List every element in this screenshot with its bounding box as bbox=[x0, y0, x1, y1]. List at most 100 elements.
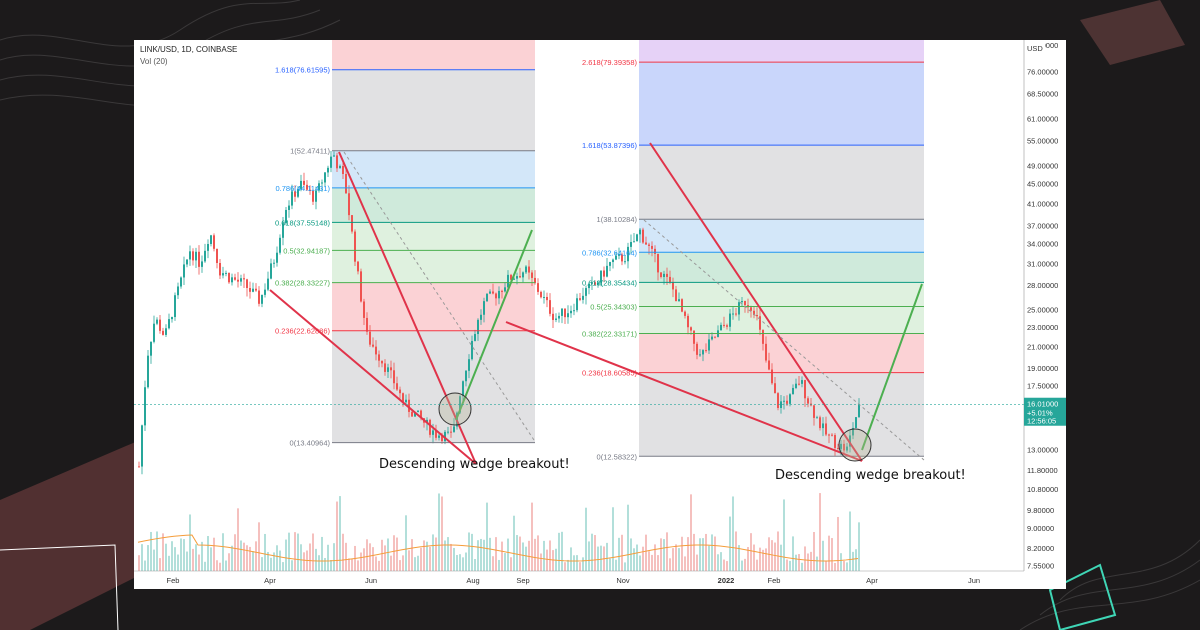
volume-bar bbox=[381, 539, 383, 571]
volume-bar bbox=[666, 532, 668, 571]
candle-body bbox=[396, 383, 398, 390]
volume-bar bbox=[462, 557, 464, 571]
volume-bar bbox=[519, 536, 521, 571]
candle-body bbox=[168, 319, 170, 329]
volume-bar bbox=[855, 549, 857, 571]
volume-bar bbox=[348, 558, 350, 571]
candle-body bbox=[540, 291, 542, 298]
fib-level-label: 0.236(22.62886) bbox=[275, 327, 331, 336]
candle-body bbox=[189, 251, 191, 260]
fib-level-label: 0.786(32.64164) bbox=[582, 248, 638, 257]
volume-bar bbox=[609, 558, 611, 571]
volume-ma-line bbox=[137, 534, 859, 562]
candle-body bbox=[267, 278, 269, 290]
volume-bar bbox=[837, 516, 839, 571]
volume-bar bbox=[396, 537, 398, 571]
candle-body bbox=[336, 155, 338, 169]
y-tick-label: 37.00000 bbox=[1027, 221, 1058, 230]
volume-bar bbox=[165, 543, 167, 571]
candle-body bbox=[204, 250, 206, 262]
candle-body bbox=[333, 155, 335, 157]
volume-bar bbox=[579, 562, 581, 571]
candle-body bbox=[681, 299, 683, 312]
candle-body bbox=[753, 310, 755, 316]
volume-bar bbox=[681, 536, 683, 571]
volume-bar bbox=[186, 551, 188, 571]
y-tick-label: 9.00000 bbox=[1027, 524, 1054, 533]
x-tick-label: Sep bbox=[516, 576, 529, 585]
candle-body bbox=[726, 325, 728, 327]
fib-zone bbox=[332, 222, 535, 251]
candle-body bbox=[660, 272, 662, 277]
volume-bar bbox=[264, 533, 266, 571]
volume-bar bbox=[204, 561, 206, 571]
candle-body bbox=[798, 383, 800, 385]
volume-bar bbox=[576, 555, 578, 571]
volume-bar bbox=[648, 551, 650, 571]
volume-bar bbox=[495, 537, 497, 571]
candle-body bbox=[138, 466, 140, 468]
chart-panel: 1.618(76.61595) 1(52.47411) 0.786(44.11431… bbox=[134, 40, 1066, 589]
candle-body bbox=[609, 262, 611, 266]
volume-bar bbox=[747, 547, 749, 571]
x-tick-label: Jun bbox=[968, 576, 980, 585]
candle-body bbox=[501, 290, 503, 292]
volume-bar bbox=[540, 553, 542, 571]
volume-bar bbox=[468, 532, 470, 571]
candle-body bbox=[426, 419, 428, 423]
volume-bar bbox=[792, 536, 794, 571]
volume-bar bbox=[414, 557, 416, 571]
fib-level-label: 0.786(44.11431) bbox=[276, 184, 331, 193]
volume-bar bbox=[510, 557, 512, 571]
candle-body bbox=[159, 319, 161, 331]
volume-bar bbox=[372, 547, 374, 571]
candle-body bbox=[201, 261, 203, 267]
fib-zone bbox=[639, 252, 924, 283]
volume-bar bbox=[639, 555, 641, 571]
fib-zone bbox=[639, 62, 924, 146]
candle-body bbox=[219, 263, 221, 276]
y-tick-label: 25.00000 bbox=[1027, 305, 1058, 314]
volume-bar bbox=[411, 539, 413, 571]
candle-body bbox=[360, 271, 362, 302]
candle-body bbox=[546, 296, 548, 301]
candle-body bbox=[261, 294, 263, 304]
currency-bg bbox=[1025, 42, 1045, 53]
candle-body bbox=[597, 282, 599, 285]
candle-body bbox=[858, 404, 860, 418]
volume-bar bbox=[198, 554, 200, 571]
volume-bar bbox=[561, 531, 563, 571]
trend-dashed-2 bbox=[643, 219, 925, 461]
candle-body bbox=[282, 223, 284, 238]
candle-body bbox=[195, 251, 197, 261]
volume-bar bbox=[219, 562, 221, 571]
candle-body bbox=[606, 265, 608, 277]
volume-bar bbox=[657, 555, 659, 571]
candle-body bbox=[618, 254, 620, 256]
volume-bar bbox=[174, 547, 176, 571]
volume-bar bbox=[210, 547, 212, 571]
volume-bar bbox=[498, 559, 500, 571]
candle-body bbox=[372, 344, 374, 347]
fib-zone bbox=[639, 145, 924, 220]
candle-body bbox=[180, 277, 182, 287]
volume-bar bbox=[585, 507, 587, 571]
volume-bar bbox=[654, 544, 656, 571]
volume-bar bbox=[441, 496, 443, 571]
candle-body bbox=[723, 324, 725, 326]
candle-body bbox=[645, 242, 647, 245]
candle-body bbox=[663, 273, 665, 277]
candle-body bbox=[795, 383, 797, 388]
volume-bar bbox=[663, 539, 665, 571]
volume-bar bbox=[630, 538, 632, 571]
volume-bar bbox=[486, 502, 488, 571]
candle-body bbox=[324, 172, 326, 183]
volume-bar bbox=[405, 515, 407, 571]
breakout-line-1 bbox=[455, 229, 533, 421]
candle-body bbox=[699, 354, 701, 356]
candle-body bbox=[471, 340, 473, 360]
volume-bar bbox=[366, 539, 368, 571]
candle-body bbox=[816, 417, 818, 419]
y-tick-label: 68.50000 bbox=[1027, 90, 1058, 99]
candle-body bbox=[231, 277, 233, 283]
